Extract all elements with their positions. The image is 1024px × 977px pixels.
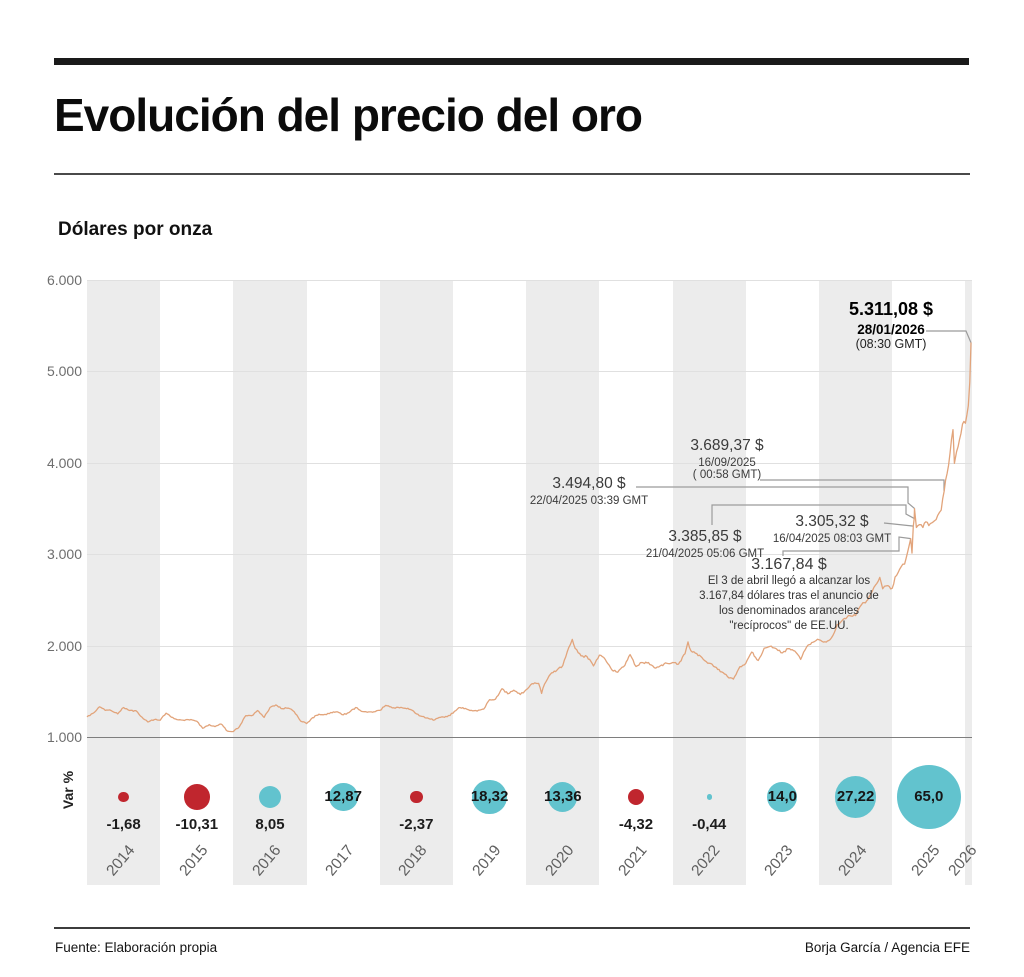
source-credit: Fuente: Elaboración propia xyxy=(55,940,218,955)
year-label-2023: 2023 xyxy=(761,842,797,880)
y-tick-label: 5.000 xyxy=(46,363,82,379)
var-value-label: 8,05 xyxy=(255,816,285,833)
var-value-label: 14,0 xyxy=(767,788,797,806)
page-title: Evolución del precio del oro xyxy=(54,89,643,141)
annotation-price: 3.385,85 $ xyxy=(668,528,742,545)
gridline-1000 xyxy=(87,737,972,738)
annotation-note-line: 3.167,84 dólares tras el anuncio de xyxy=(699,590,879,602)
var-bubble-2025: 65,0 xyxy=(896,764,962,830)
year-label-2015: 2015 xyxy=(176,842,212,880)
var-value-label: 27,22 xyxy=(836,788,875,806)
annotation-price: 3.689,37 $ xyxy=(690,437,764,454)
chart-unit-label: Dólares por onza xyxy=(58,219,213,240)
var-bubble-2020: 13,36 xyxy=(544,782,582,812)
bubble-row-label: Var % xyxy=(60,770,76,810)
var-value-label: 12,87 xyxy=(324,788,362,806)
var-bubble-2023: 14,0 xyxy=(767,782,798,812)
footer-divider xyxy=(54,927,970,929)
var-bubble-2022 xyxy=(706,794,712,800)
y-tick-label: 2.000 xyxy=(46,637,82,654)
var-bubble-2018 xyxy=(410,790,423,804)
annotation-date: 16/09/2025 xyxy=(698,457,756,469)
annotation-note-line: los denominados aranceles xyxy=(718,605,859,617)
annotation-a3305: 3.305,32 $ 16/04/2025 08:03 GMT xyxy=(773,513,891,545)
annotation-a3689: 3.689,37 $ 16/09/2025( 00:58 GMT) xyxy=(690,437,763,481)
year-label-2026: 2026 xyxy=(945,842,981,880)
var-value-label: -1,68 xyxy=(106,816,141,833)
y-tick-label: 6.000 xyxy=(46,271,82,288)
var-value-label: -0,44 xyxy=(692,816,727,833)
annotation-date: 16/04/2025 08:03 GMT xyxy=(772,533,892,545)
annotation-price: 3.305,32 $ xyxy=(795,513,869,530)
gridline-4000 xyxy=(87,462,972,464)
var-value-label: 65,0 xyxy=(914,788,944,806)
var-bubble-2016 xyxy=(258,785,282,809)
annotation-a5311: 5.311,08 $ 28/01/2026 (08:30 GMT) xyxy=(849,299,933,351)
annotation-time: ( 00:58 GMT) xyxy=(692,469,762,481)
gridline-2000 xyxy=(87,645,972,647)
var-value-label: -4,32 xyxy=(618,816,654,833)
title-divider xyxy=(54,173,970,175)
annotation-note-line: "recíprocos" de EE.UU. xyxy=(729,620,849,632)
var-value-label: -10,31 xyxy=(175,816,219,833)
y-tick-label: 4.000 xyxy=(46,454,82,471)
var-bubble-2019: 18,32 xyxy=(470,779,509,815)
year-label-2019: 2019 xyxy=(468,842,505,880)
annotation-a3167: 3.167,84 $ El 3 de abril llegó a alcanzar… xyxy=(699,556,879,634)
annotation-note-line: El 3 de abril llegó a alcanzar los xyxy=(707,575,871,587)
var-value-label: 18,32 xyxy=(470,788,509,806)
year-label-2017: 2017 xyxy=(322,842,358,880)
annotation-price: 5.311,08 $ xyxy=(848,299,934,319)
annotation-date: 22/04/2025 03:39 GMT xyxy=(529,495,649,507)
var-bubble-2014 xyxy=(118,791,129,803)
gridline-3000 xyxy=(87,554,972,555)
year-label-2021: 2021 xyxy=(615,842,651,880)
gridline-5000 xyxy=(87,371,972,372)
annotation-price: 3.494,80 $ xyxy=(552,475,626,492)
var-value-label: -2,37 xyxy=(399,816,434,833)
annotation-time: (08:30 GMT) xyxy=(855,337,927,351)
y-tick-label: 3.000 xyxy=(46,546,82,562)
annotation-date: 28/01/2026 xyxy=(857,322,925,337)
annotation-a3494: 3.494,80 $ 22/04/2025 03:39 GMT xyxy=(530,475,648,507)
author-credit: Borja García / Agencia EFE xyxy=(804,940,970,955)
var-bubble-2021 xyxy=(627,788,645,806)
var-bubble-2015 xyxy=(183,784,210,810)
var-bubble-2017: 12,87 xyxy=(324,782,362,812)
y-tick-label: 1.000 xyxy=(46,729,82,745)
header-accent-bar xyxy=(54,58,969,65)
annotation-price: 3.167,84 $ xyxy=(751,556,827,573)
var-value-label: 13,36 xyxy=(544,788,582,806)
year-label-2025: 2025 xyxy=(908,842,944,880)
gridline-6000 xyxy=(87,279,972,281)
var-bubble-2024: 27,22 xyxy=(834,776,877,818)
